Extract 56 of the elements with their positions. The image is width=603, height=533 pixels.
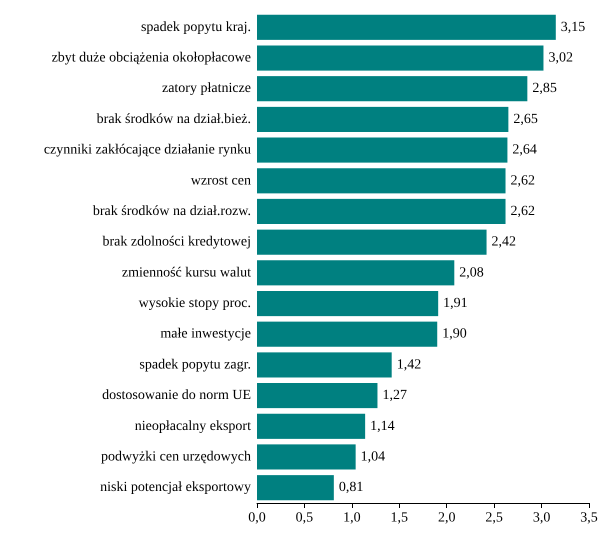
data-label: 0,81 [338, 480, 364, 496]
x-tick-label: 0,0 [248, 510, 266, 526]
y-tick-label: brak zdolności kredytowej [102, 234, 251, 250]
y-tick-label: brak środków na dział.bież. [96, 112, 251, 127]
bar [257, 352, 392, 378]
data-label: 2,85 [532, 81, 557, 96]
bar [257, 444, 356, 470]
y-tick-label: małe inwestycje [160, 326, 251, 342]
bar [257, 106, 508, 132]
data-label: 1,04 [360, 449, 386, 464]
y-tick-label: brak środków na dział.rozw. [92, 204, 251, 219]
bar [257, 414, 366, 439]
y-tick-label: dostosowanie do norm UE [102, 388, 251, 404]
data-label: 2,65 [513, 112, 538, 127]
bar [257, 138, 508, 163]
bar [257, 76, 528, 102]
x-tick-label: 1,0 [343, 510, 361, 526]
y-tick-label: podwyżki cen urzędowych [100, 449, 251, 464]
data-label: 2,42 [492, 234, 516, 250]
y-tick-label: zmienność kursu walut [122, 265, 252, 280]
data-label: 2,08 [459, 265, 484, 280]
data-label: 1,27 [382, 388, 407, 404]
bar [257, 14, 556, 40]
bar [257, 322, 438, 347]
y-tick-label: wysokie stopy proc. [138, 296, 251, 312]
x-tick-label: 2,0 [438, 510, 456, 526]
x-tick-label: 3,0 [532, 510, 550, 526]
data-label: 2,62 [510, 204, 536, 219]
data-label: 3,15 [560, 20, 586, 35]
data-label: 2,64 [512, 142, 537, 158]
x-tick-label: 2,5 [485, 510, 503, 526]
data-label: 1,42 [396, 357, 422, 372]
y-tick-label: zbyt duże obciążenia okołopłacowe [52, 50, 251, 66]
x-tick-label: 1,5 [390, 510, 408, 526]
y-tick-label: nieopłacalny eksport [134, 418, 252, 434]
data-label: 1,90 [442, 326, 467, 342]
bar [257, 230, 487, 255]
bar [257, 290, 438, 316]
y-tick-label: niski potencjał eksportowy [100, 480, 251, 496]
y-tick-label: zatory płatnicze [162, 81, 251, 96]
bar [257, 383, 378, 408]
bar [257, 198, 506, 224]
data-label: 3,02 [548, 50, 573, 66]
data-label: 1,14 [370, 418, 395, 434]
bar [257, 45, 544, 71]
bar [257, 168, 506, 194]
bar [257, 475, 334, 500]
y-tick-label: spadek popytu zagr. [139, 357, 251, 372]
bar [257, 260, 454, 286]
data-label: 1,91 [443, 296, 468, 312]
data-label: 2,62 [510, 173, 536, 188]
x-tick-label: 0,5 [296, 510, 314, 526]
y-tick-label: spadek popytu kraj. [140, 20, 251, 35]
y-tick-label: czynniki zakłócające działanie rynku [44, 142, 251, 158]
y-tick-label: wzrost cen [190, 173, 251, 188]
x-tick-label: 3,5 [580, 510, 598, 526]
